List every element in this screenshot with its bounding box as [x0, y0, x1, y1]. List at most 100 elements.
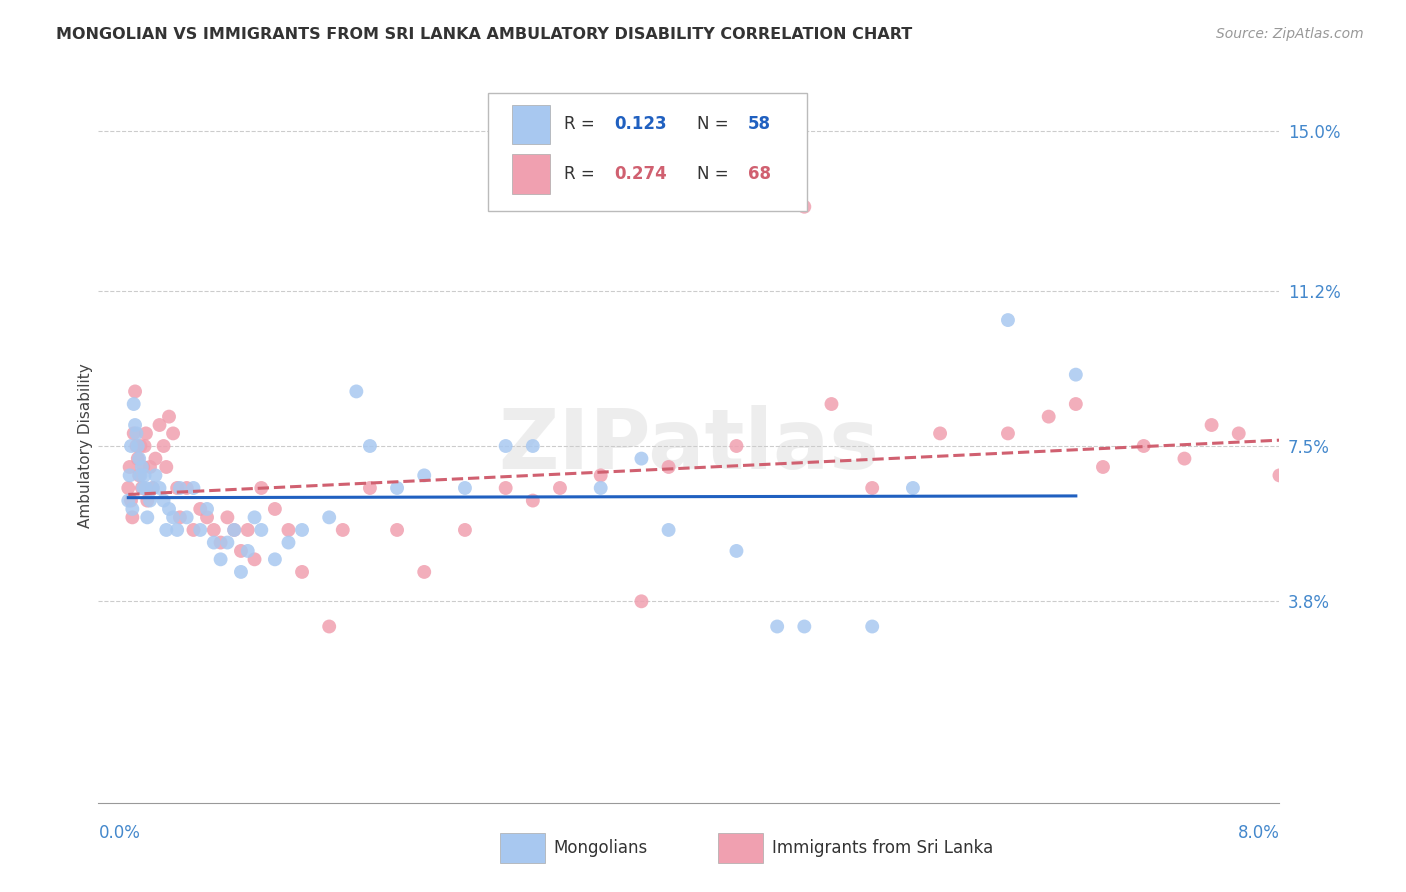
- Point: [134, 468, 156, 483]
- Point: [820, 397, 842, 411]
- Point: [495, 439, 517, 453]
- Point: [145, 451, 167, 466]
- Point: [121, 510, 143, 524]
- Point: [169, 481, 191, 495]
- Point: [454, 523, 477, 537]
- Point: [217, 510, 239, 524]
- Text: Immigrants from Sri Lanka: Immigrants from Sri Lanka: [772, 839, 993, 857]
- Point: [148, 481, 170, 495]
- Point: [243, 552, 266, 566]
- Text: 0.0%: 0.0%: [98, 824, 141, 842]
- Point: [162, 510, 184, 524]
- Point: [124, 417, 146, 432]
- Point: [901, 481, 924, 495]
- Point: [250, 523, 273, 537]
- Point: [176, 481, 198, 495]
- Point: [132, 460, 155, 475]
- Point: [122, 426, 145, 441]
- Point: [229, 544, 252, 558]
- Point: [117, 493, 139, 508]
- Point: [860, 481, 883, 495]
- Point: [157, 409, 180, 424]
- Point: [264, 502, 287, 516]
- Y-axis label: Ambulatory Disability: Ambulatory Disability: [77, 364, 93, 528]
- Point: [132, 481, 155, 495]
- Point: [142, 481, 165, 495]
- Point: [630, 451, 652, 466]
- Point: [793, 200, 815, 214]
- Point: [929, 426, 952, 441]
- Point: [125, 439, 148, 453]
- Point: [121, 502, 143, 516]
- FancyBboxPatch shape: [512, 154, 550, 194]
- Point: [413, 468, 436, 483]
- Point: [155, 460, 177, 475]
- Point: [385, 523, 408, 537]
- Point: [766, 619, 789, 633]
- Point: [658, 523, 681, 537]
- Point: [385, 481, 408, 495]
- Point: [209, 552, 232, 566]
- Point: [1268, 468, 1291, 483]
- Text: R =: R =: [564, 165, 600, 183]
- Point: [318, 619, 340, 633]
- Point: [1091, 460, 1114, 475]
- Point: [118, 468, 141, 483]
- Point: [183, 481, 205, 495]
- Text: 0.274: 0.274: [614, 165, 668, 183]
- Point: [1064, 368, 1087, 382]
- Point: [166, 523, 188, 537]
- Point: [1227, 426, 1250, 441]
- Point: [236, 544, 259, 558]
- Point: [413, 565, 436, 579]
- Text: 68: 68: [748, 165, 770, 183]
- Point: [1309, 439, 1331, 453]
- Text: Mongolians: Mongolians: [553, 839, 647, 857]
- Point: [142, 481, 165, 495]
- Point: [139, 460, 162, 475]
- Text: ZIPatlas: ZIPatlas: [499, 406, 879, 486]
- Point: [860, 619, 883, 633]
- Point: [131, 460, 153, 475]
- Point: [224, 523, 246, 537]
- Point: [131, 481, 153, 495]
- Point: [291, 523, 314, 537]
- Point: [630, 594, 652, 608]
- Point: [183, 523, 205, 537]
- Point: [1132, 439, 1154, 453]
- Point: [1173, 451, 1195, 466]
- Point: [120, 493, 142, 508]
- Point: [188, 523, 211, 537]
- Point: [344, 384, 367, 399]
- Point: [127, 439, 149, 453]
- Text: R =: R =: [564, 115, 600, 133]
- Point: [135, 426, 157, 441]
- Point: [128, 468, 150, 483]
- Point: [658, 460, 681, 475]
- Point: [1336, 451, 1358, 466]
- Point: [359, 481, 381, 495]
- FancyBboxPatch shape: [501, 833, 546, 863]
- Point: [188, 502, 211, 516]
- Point: [128, 451, 150, 466]
- Point: [250, 481, 273, 495]
- Point: [162, 426, 184, 441]
- Point: [166, 481, 188, 495]
- Point: [195, 502, 218, 516]
- Point: [195, 510, 218, 524]
- Point: [318, 510, 340, 524]
- Point: [725, 544, 748, 558]
- Text: MONGOLIAN VS IMMIGRANTS FROM SRI LANKA AMBULATORY DISABILITY CORRELATION CHART: MONGOLIAN VS IMMIGRANTS FROM SRI LANKA A…: [56, 27, 912, 42]
- Point: [243, 510, 266, 524]
- Point: [1201, 417, 1223, 432]
- Text: 8.0%: 8.0%: [1237, 824, 1279, 842]
- Point: [495, 481, 517, 495]
- Point: [125, 426, 148, 441]
- Point: [277, 523, 299, 537]
- Point: [224, 523, 246, 537]
- Point: [359, 439, 381, 453]
- Text: N =: N =: [697, 115, 734, 133]
- Point: [134, 439, 156, 453]
- Point: [522, 493, 544, 508]
- Point: [217, 535, 239, 549]
